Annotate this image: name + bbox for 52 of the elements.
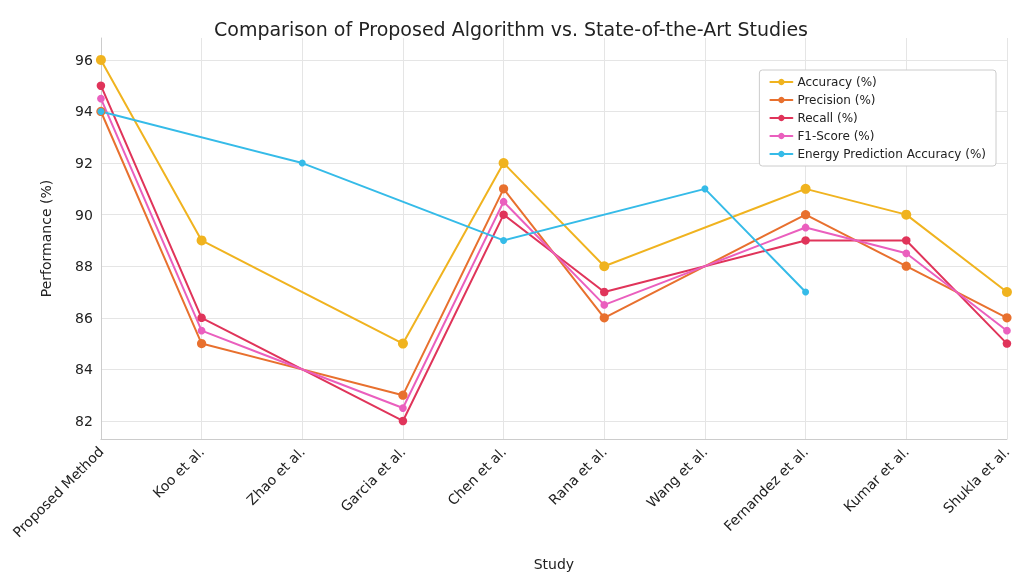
x-tick-label: Koo et al.	[149, 443, 208, 501]
y-tick-label: 94	[75, 103, 93, 120]
point	[196, 235, 207, 246]
y-axis-title: Performance (%)	[37, 179, 54, 298]
y-tick-label: 88	[75, 258, 93, 275]
legend-label: F1-Score (%)	[797, 129, 875, 143]
point	[701, 185, 709, 193]
point	[197, 326, 206, 335]
point	[600, 287, 609, 297]
point	[399, 404, 407, 412]
point	[902, 249, 911, 258]
point	[901, 261, 911, 271]
point	[97, 94, 105, 103]
point	[96, 81, 106, 90]
y-tick-label: 84	[75, 361, 93, 378]
point	[298, 159, 306, 167]
legend-label: Accuracy (%)	[797, 75, 877, 89]
y-tick-label: 96	[75, 51, 93, 68]
point	[398, 416, 408, 426]
point	[599, 313, 609, 323]
point	[498, 158, 509, 169]
point	[398, 390, 408, 400]
legend-label: Energy Prediction Accuracy (%)	[797, 147, 987, 161]
y-tick-label: 86	[75, 309, 93, 326]
point	[397, 338, 408, 349]
y-tick-label: 82	[75, 412, 93, 429]
point	[1002, 313, 1012, 323]
point	[500, 236, 508, 244]
point	[1003, 326, 1011, 335]
point	[801, 223, 810, 232]
point	[802, 288, 810, 296]
point	[600, 301, 609, 309]
point	[599, 261, 610, 272]
y-tick-label: 92	[75, 155, 93, 172]
point	[800, 183, 811, 194]
point	[1002, 339, 1012, 348]
point	[902, 236, 911, 245]
point	[498, 184, 509, 194]
point	[196, 338, 207, 349]
chart-title: Comparison of Proposed Algorithm vs. State-of-the-Art Studies	[213, 17, 809, 40]
legend-label: Precision (%)	[797, 93, 876, 107]
point	[499, 197, 508, 206]
point	[499, 210, 508, 219]
point	[1001, 287, 1012, 298]
y-tick-label: 90	[75, 206, 93, 223]
point	[197, 313, 206, 323]
legend-label: Recall (%)	[797, 111, 858, 125]
point	[800, 210, 811, 220]
point	[95, 54, 106, 65]
point	[901, 209, 912, 220]
point	[801, 236, 810, 245]
x-axis-title: Study	[533, 556, 575, 572]
